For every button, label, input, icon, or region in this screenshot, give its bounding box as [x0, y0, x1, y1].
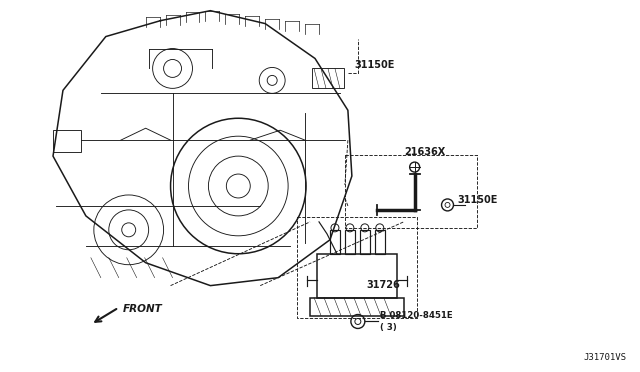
- Text: 31150E: 31150E: [458, 195, 498, 205]
- Text: 21636X: 21636X: [404, 147, 446, 157]
- Bar: [317, 254, 397, 298]
- Bar: [330, 230, 340, 254]
- Bar: [312, 68, 344, 89]
- Bar: [345, 230, 355, 254]
- Text: B 08120-8451E: B 08120-8451E: [380, 311, 452, 320]
- Bar: [375, 230, 385, 254]
- Text: ( 3): ( 3): [380, 324, 397, 333]
- Text: FRONT: FRONT: [123, 304, 163, 314]
- Text: 31150E: 31150E: [355, 60, 396, 70]
- Bar: [360, 230, 370, 254]
- Bar: [53, 130, 81, 152]
- Text: 31726: 31726: [367, 280, 401, 290]
- Text: J31701VS: J31701VS: [584, 353, 627, 362]
- Bar: [310, 298, 404, 315]
